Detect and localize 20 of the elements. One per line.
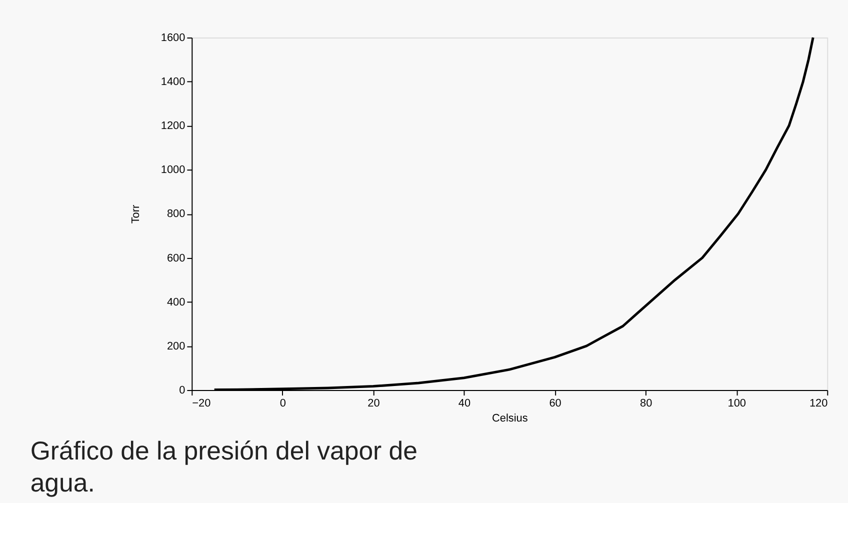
x-tick-label: 80 bbox=[640, 397, 652, 410]
y-tick-label: 800 bbox=[166, 208, 186, 220]
x-tick-label: 0 bbox=[280, 397, 286, 410]
y-axis-title: Torr bbox=[130, 204, 142, 224]
x-axis-title: Celsius bbox=[492, 412, 528, 424]
y-tick-label: 200 bbox=[166, 340, 186, 352]
text: Gráfico de la presión del vapor de agua. bbox=[30, 438, 418, 498]
x-tick-label: 20 bbox=[368, 397, 380, 410]
y-tick-label: 400 bbox=[166, 296, 186, 308]
y-tick-label: 0 bbox=[179, 384, 186, 396]
x-tick-label: 40 bbox=[458, 397, 471, 410]
x-tick-label: −20 bbox=[192, 397, 211, 410]
y-tick-label: 1000 bbox=[160, 164, 186, 176]
y-tick-label: 1400 bbox=[160, 76, 186, 88]
x-tick-label: 60 bbox=[549, 397, 562, 410]
x-tick-label: 120 bbox=[809, 397, 828, 410]
y-tick-label: 1600 bbox=[160, 32, 186, 44]
y-tick-label: 600 bbox=[166, 252, 186, 264]
x-tick-label: 100 bbox=[728, 397, 746, 410]
y-tick-label: 1200 bbox=[160, 120, 186, 132]
